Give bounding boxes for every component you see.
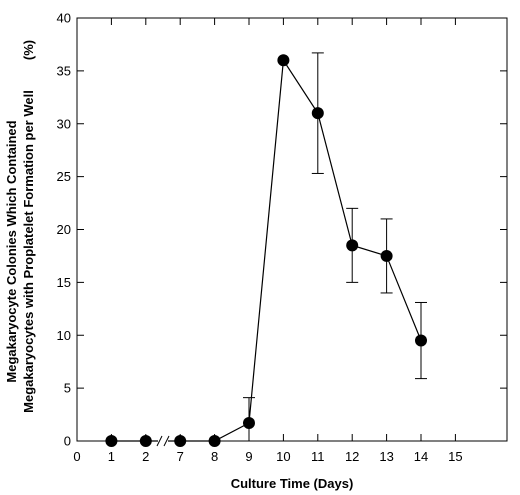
x-tick-label: 2 <box>142 449 149 464</box>
data-point <box>380 249 393 262</box>
y-tick-label: 20 <box>57 222 71 237</box>
y-tick-label: 10 <box>57 328 71 343</box>
y-axis-title-line1: Megakaryocyte Colonies Which Contained <box>4 120 19 382</box>
data-point <box>243 417 255 430</box>
data-point <box>346 239 359 252</box>
x-tick-label: 1 <box>108 449 115 464</box>
y-axis-ticks: 0 5 10 15 20 25 30 35 40 <box>57 11 507 449</box>
y-tick-label: 25 <box>57 169 71 184</box>
x-tick-label: 12 <box>345 449 359 464</box>
x-tick-label: 9 <box>245 449 252 464</box>
data-point <box>311 107 324 120</box>
x-tick-label: 7 <box>177 449 184 464</box>
x-tick-label: 10 <box>276 449 290 464</box>
x-tick-label: 11 <box>311 449 325 464</box>
x-tick-label: 8 <box>211 449 218 464</box>
axis-break-slash <box>156 435 163 447</box>
y-tick-label: 30 <box>57 116 71 131</box>
axis-break-gap <box>158 435 168 447</box>
y-tick-label: 0 <box>64 434 71 449</box>
x-tick-label: 0 <box>73 449 80 464</box>
x-tick-label: 14 <box>414 449 428 464</box>
data-point <box>415 334 427 347</box>
y-axis-unit: (%) <box>21 40 36 60</box>
axis-break-slash <box>163 435 170 447</box>
y-tick-label: 5 <box>64 381 71 396</box>
x-axis-title: Culture Time (Days) <box>231 476 354 491</box>
plot-frame <box>76 17 508 442</box>
y-tick-label: 15 <box>57 275 71 290</box>
x-axis-ticks: 0 1 2 7 8 9 10 11 12 13 14 15 <box>73 18 463 464</box>
y-tick-label: 35 <box>57 63 71 78</box>
x-tick-label: 13 <box>379 449 393 464</box>
x-tick-label: 15 <box>448 449 462 464</box>
y-tick-label: 40 <box>57 11 71 26</box>
series-line <box>111 58 422 442</box>
data-point <box>277 54 290 67</box>
y-axis-title-line2: Megakaryocytes with Proplatelet Formatio… <box>21 90 36 413</box>
series-layer <box>105 52 427 447</box>
x-axis-break-marker <box>156 435 170 447</box>
y-axis-title: Megakaryocyte Colonies Which Contained M… <box>4 40 36 413</box>
